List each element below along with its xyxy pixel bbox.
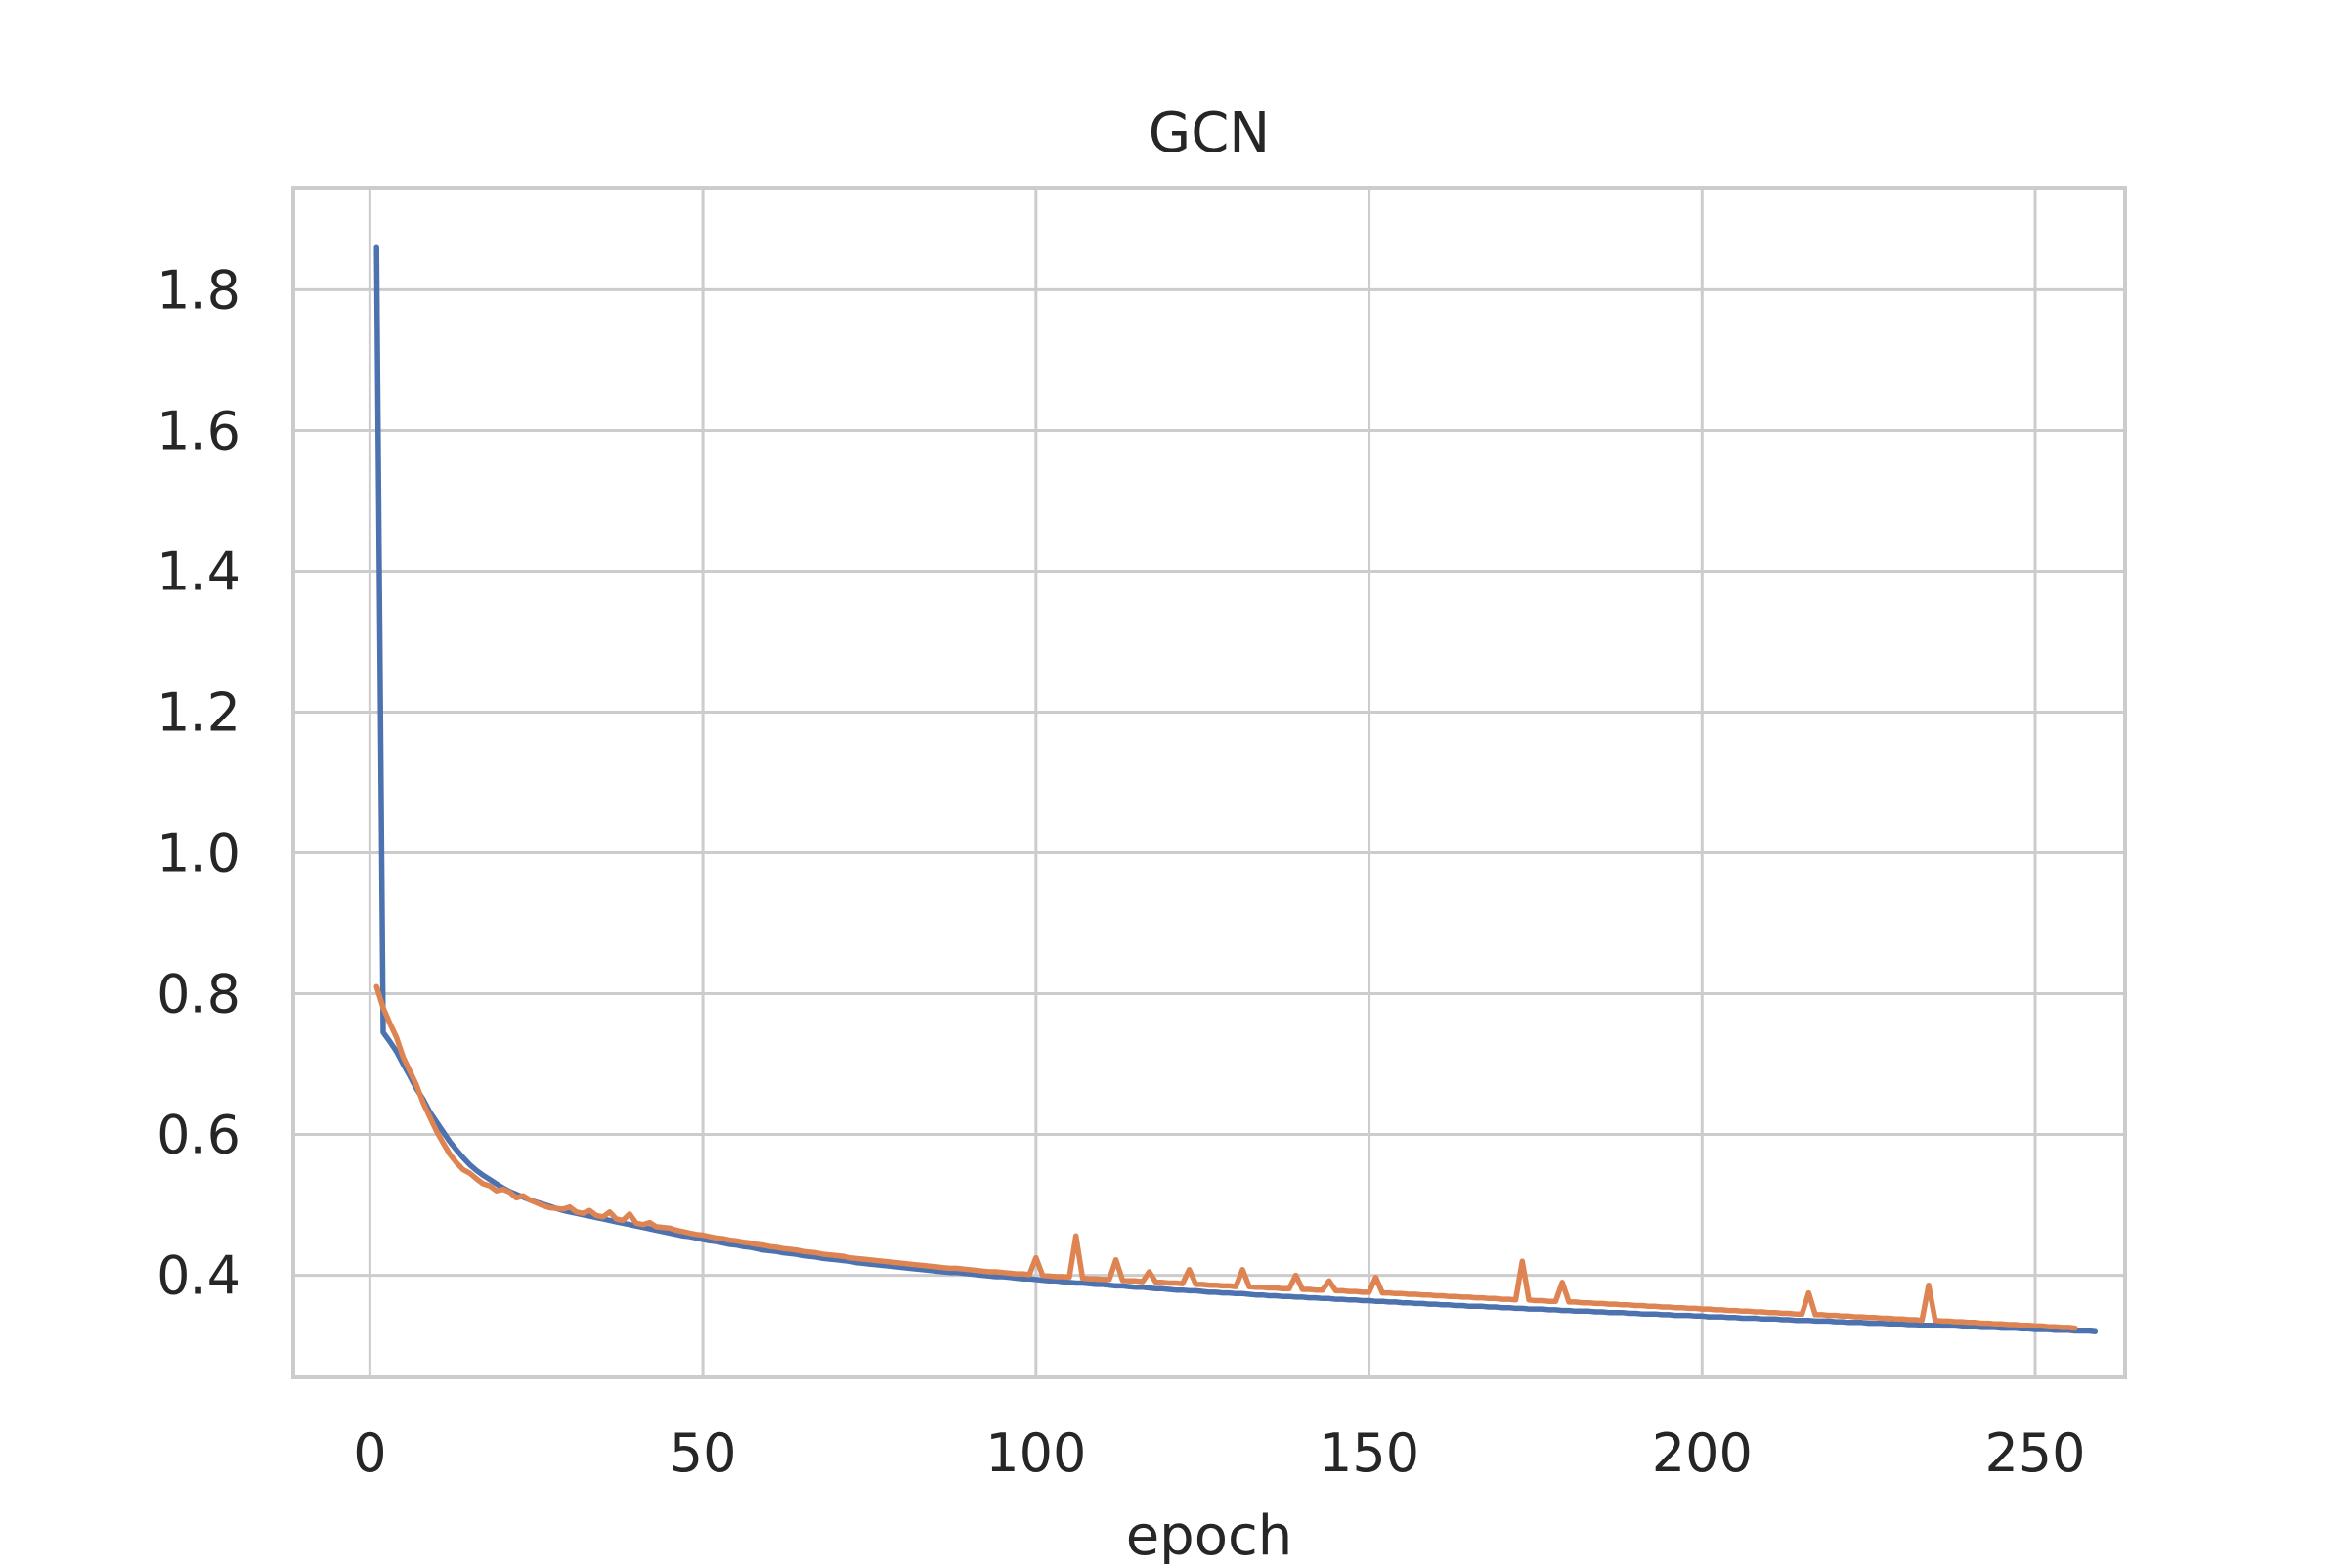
x-tick-label: 200 [1652, 1422, 1753, 1484]
x-tick-label: 100 [985, 1422, 1086, 1484]
series-line-1 [373, 244, 2099, 1334]
series-layer [373, 244, 2099, 1334]
x-tick-label: 50 [670, 1422, 737, 1484]
x-tick-label: 250 [1984, 1422, 2085, 1484]
grid [293, 188, 2125, 1377]
y-tick-label: 0.4 [156, 1245, 240, 1307]
y-tick-label: 1.8 [156, 259, 240, 321]
y-tick-label: 0.8 [156, 964, 240, 1025]
tick-labels: 0 50 100 150 200 250 0.4 0.6 0.8 1.0 1.2 1.4 1.6 1.8 [156, 259, 2085, 1484]
plot-frame [291, 186, 2127, 1379]
x-axis-label: epoch [1126, 1504, 1293, 1564]
y-tick-label: 1.6 [156, 400, 240, 461]
y-tick-label: 1.2 [156, 681, 240, 743]
chart-title: GCN [1149, 102, 1270, 165]
x-tick-label: 0 [353, 1422, 386, 1484]
y-tick-label: 1.0 [156, 823, 240, 885]
y-tick-label: 0.6 [156, 1105, 240, 1166]
x-tick-label: 150 [1319, 1422, 1419, 1484]
series-line-2 [373, 983, 2078, 1331]
y-tick-label: 1.4 [156, 541, 240, 602]
